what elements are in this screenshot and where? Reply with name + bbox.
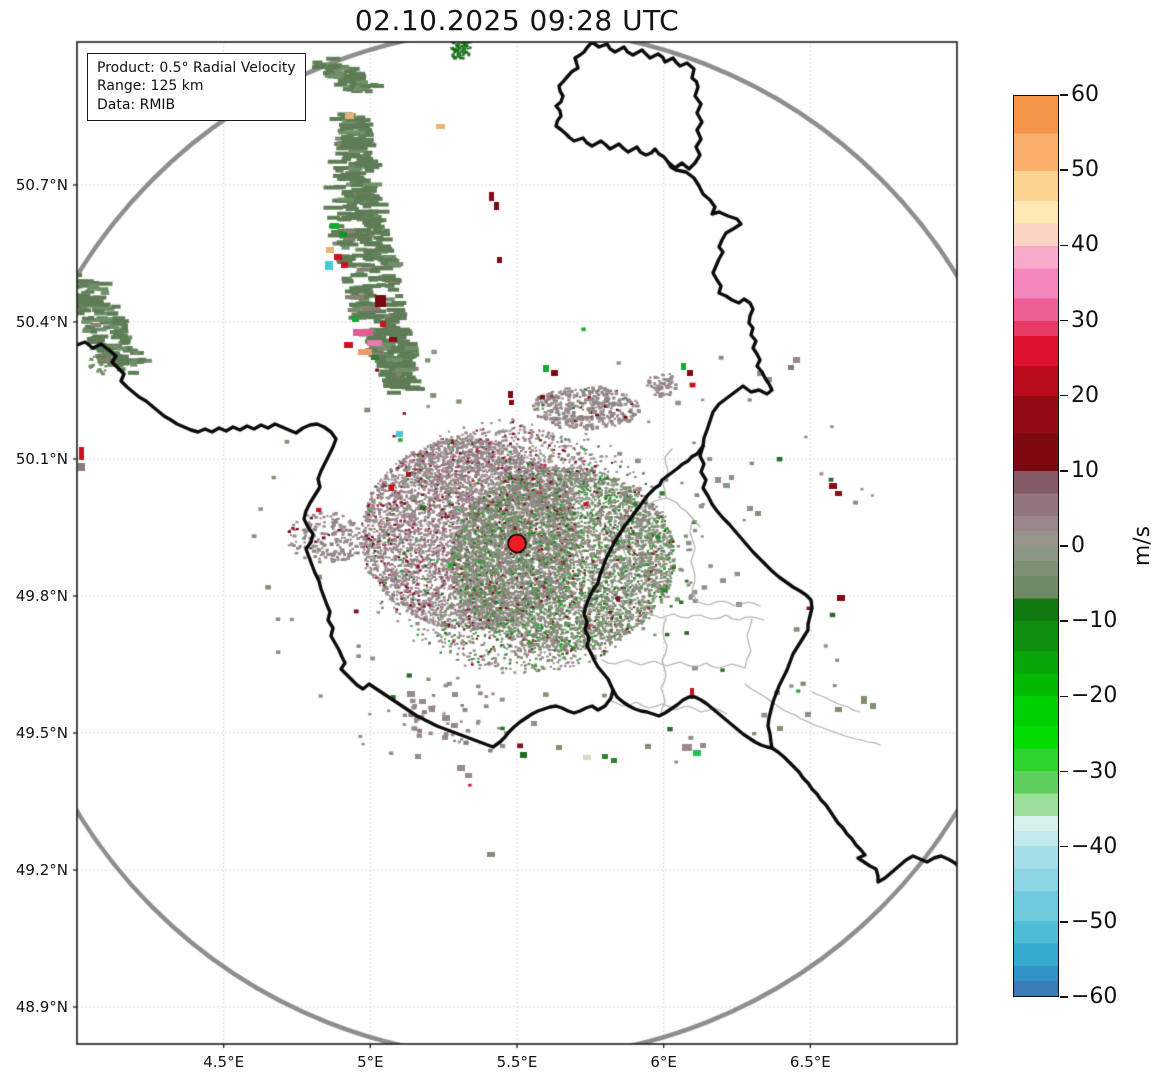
colorbar-tick bbox=[1060, 620, 1068, 622]
colorbar-tick-label: 60 bbox=[1071, 82, 1099, 107]
y-tick-label: 50.7°N bbox=[15, 175, 68, 194]
colorbar-tick-label: 40 bbox=[1071, 232, 1099, 258]
colorbar-tick bbox=[1060, 921, 1068, 923]
info-range: Range: 125 km bbox=[97, 78, 204, 95]
colorbar-tick bbox=[1060, 470, 1068, 472]
colorbar-tick bbox=[1060, 244, 1068, 247]
colorbar-tick bbox=[1060, 545, 1068, 547]
info-data-source: Data: RMIB bbox=[97, 96, 176, 113]
y-tick-label: 49.5°N bbox=[15, 723, 68, 742]
info-box: Product: 0.5° Radial Velocity Range: 125… bbox=[87, 53, 306, 122]
colorbar-tick-label: −20 bbox=[1071, 683, 1118, 709]
colorbar-tick bbox=[1060, 94, 1068, 96]
x-tick-label: 6.5°E bbox=[789, 1053, 831, 1071]
colorbar bbox=[1013, 95, 1059, 997]
info-product: Product: 0.5° Radial Velocity bbox=[97, 60, 296, 76]
colorbar-tick-label: 0 bbox=[1071, 533, 1085, 558]
colorbar-tick-label: −10 bbox=[1071, 608, 1118, 634]
colorbar-tick-label: −30 bbox=[1071, 758, 1118, 784]
x-tick-label: 5.5°E bbox=[496, 1053, 538, 1071]
x-tick-label: 6°E bbox=[650, 1053, 677, 1071]
y-tick-label: 50.4°N bbox=[15, 312, 68, 331]
x-tick-label: 4.5°E bbox=[203, 1053, 245, 1071]
colorbar-tick-label: 10 bbox=[1071, 457, 1099, 483]
colorbar-tick-label: −40 bbox=[1071, 833, 1118, 859]
colorbar-tick bbox=[1060, 770, 1068, 773]
colorbar-unit-label: m/s bbox=[1130, 525, 1155, 567]
y-tick-label: 49.2°N bbox=[15, 860, 68, 879]
x-tick-label: 5°E bbox=[357, 1053, 384, 1071]
y-tick-label: 49.8°N bbox=[15, 586, 68, 605]
figure-title: 02.10.2025 09:28 UTC bbox=[354, 4, 680, 37]
colorbar-tick bbox=[1060, 996, 1068, 998]
y-tick-label: 48.9°N bbox=[15, 998, 68, 1016]
colorbar-tick bbox=[1060, 695, 1068, 698]
colorbar-tick bbox=[1060, 394, 1068, 397]
colorbar-tick bbox=[1060, 169, 1068, 171]
y-tick-label: 50.1°N bbox=[15, 449, 68, 468]
colorbar-tick-label: −50 bbox=[1071, 908, 1118, 934]
colorbar-tick-label: 50 bbox=[1071, 157, 1099, 183]
colorbar-tick-label: 20 bbox=[1071, 382, 1099, 408]
colorbar-tick-label: 30 bbox=[1071, 307, 1099, 333]
colorbar-tick bbox=[1060, 845, 1068, 848]
colorbar-tick-label: −60 bbox=[1071, 984, 1118, 1009]
colorbar-tick bbox=[1060, 319, 1068, 322]
